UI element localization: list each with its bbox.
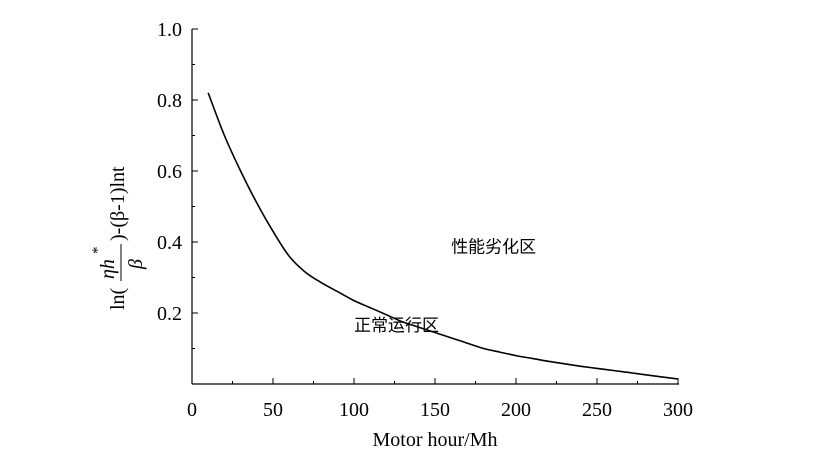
y-axis-title-prefix: ln( <box>107 287 129 310</box>
series-line <box>207 92 679 380</box>
y-axis-title-superscript: * <box>90 247 106 255</box>
y-axis-title-suffix: )-(β-1)lnt <box>107 166 129 241</box>
x-tick-label: 200 <box>501 399 531 421</box>
x-axis-title: Motor hour/Mh <box>373 429 498 451</box>
x-tick-label: 150 <box>420 399 450 421</box>
x-tick-label: 0 <box>187 399 197 421</box>
region-label: 正常运行区 <box>354 316 439 336</box>
y-axis-title: ln( ηh * β )-(β-1)lnt <box>90 166 147 310</box>
y-tick-label: 0.6 <box>157 161 182 183</box>
x-tick-label: 50 <box>263 399 283 421</box>
y-tick-label: 0.2 <box>157 303 182 325</box>
x-tick-label: 300 <box>663 399 693 421</box>
y-tick-label: 1.0 <box>157 19 182 41</box>
y-axis-title-numerator: ηh <box>97 259 119 279</box>
y-ticks: 0.2 0.4 0.6 0.8 1.0 <box>157 19 198 349</box>
y-tick-label: 0.8 <box>157 90 182 112</box>
x-ticks: 0 50 100 150 200 250 300 <box>187 378 693 421</box>
y-axis-title-denominator: β <box>125 259 147 270</box>
region-label: 性能劣化区 <box>451 238 536 258</box>
y-tick-label: 0.4 <box>157 232 182 254</box>
x-tick-label: 100 <box>339 399 369 421</box>
x-tick-label: 250 <box>582 399 612 421</box>
